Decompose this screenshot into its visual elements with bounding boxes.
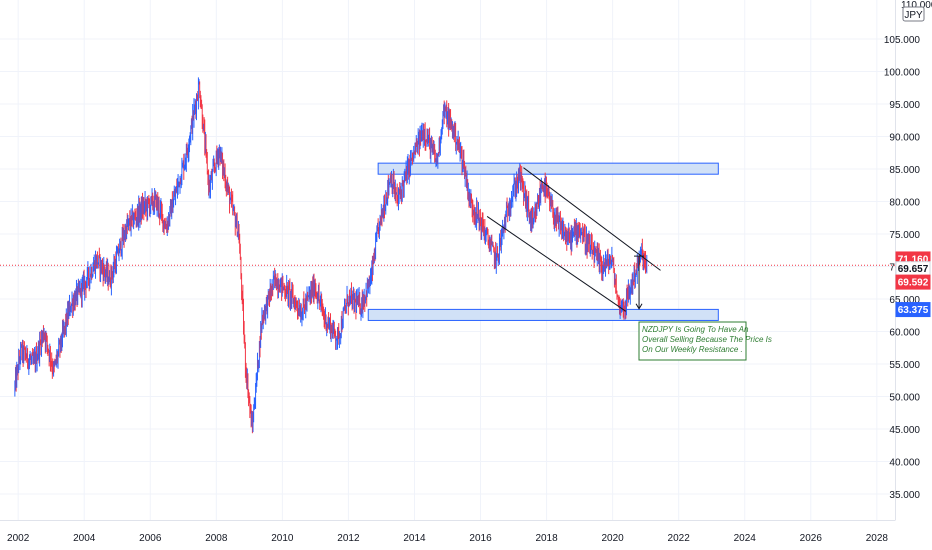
y-tick-label: 85.000 (889, 165, 920, 176)
currency-badge: JPY (902, 6, 925, 22)
y-tick-label: 35.000 (889, 490, 920, 501)
price-label-text: 71.160 (898, 254, 929, 265)
y-tick-label: 80.000 (889, 198, 920, 209)
y-tick-label: 65.000 (889, 295, 920, 306)
y-tick-label: 55.000 (889, 360, 920, 371)
x-tick-label: 2024 (734, 533, 757, 544)
y-tick-label: 40.000 (889, 458, 920, 469)
price-label-text: 69.592 (898, 278, 929, 289)
x-tick-label: 2014 (403, 533, 426, 544)
y-tick-label: 75.000 (889, 230, 920, 241)
zones (367, 162, 719, 321)
annotation-text: NZDJPY Is Going To Have An (642, 325, 749, 334)
y-tick-label: 100.000 (884, 68, 921, 79)
x-tick-label: 2022 (668, 533, 691, 544)
price-label-box (895, 274, 931, 290)
x-tick-label: 2026 (800, 533, 823, 544)
svg-text:JPY: JPY (904, 10, 923, 21)
annotation-text: Overall Selling Because The Price Is (642, 335, 772, 344)
x-tick-label: 2012 (337, 533, 360, 544)
y-tick-label: 105.000 (884, 35, 921, 46)
y-tick-label: 95.000 (889, 100, 920, 111)
top-scale-label: 110.000 (901, 0, 932, 11)
x-tick-label: 2008 (205, 533, 228, 544)
price-label-box (895, 302, 931, 318)
grid (0, 0, 895, 520)
x-tick-label: 2006 (139, 533, 162, 544)
x-tick-label: 2028 (866, 533, 889, 544)
candles (14, 77, 648, 434)
x-tick-label: 2004 (73, 533, 96, 544)
time-axis[interactable]: 2002 2004 2006 2008 2010 2012 2014 2016 2018 2020… (7, 533, 888, 544)
supply-zone[interactable] (377, 162, 719, 175)
x-tick-label: 2018 (535, 533, 558, 544)
y-tick-label: 50.000 (889, 393, 920, 404)
trendline[interactable] (486, 216, 627, 312)
demand-zone[interactable] (367, 308, 719, 321)
x-tick-label: 2016 (469, 533, 492, 544)
y-tick-label: 60.000 (889, 328, 920, 339)
y-tick-label: 90.000 (889, 133, 920, 144)
measure-arrow-head (635, 303, 643, 310)
y-tick-label: 45.000 (889, 425, 920, 436)
annotation-box[interactable] (638, 321, 747, 361)
price-label-text: 63.375 (898, 305, 929, 316)
x-tick-label: 2010 (271, 533, 294, 544)
x-tick-label: 2002 (7, 533, 30, 544)
trendline[interactable] (523, 167, 661, 271)
price-label-text: 69.657 (898, 264, 929, 275)
x-tick-label: 2020 (602, 533, 625, 544)
annotation-text: On Our Weekly Resistance . (642, 345, 743, 354)
